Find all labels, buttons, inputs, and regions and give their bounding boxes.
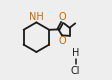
Text: NH: NH bbox=[29, 12, 44, 22]
Text: H: H bbox=[72, 48, 79, 58]
Text: O: O bbox=[58, 12, 66, 22]
Text: Cl: Cl bbox=[71, 66, 80, 76]
Text: O: O bbox=[58, 36, 66, 46]
